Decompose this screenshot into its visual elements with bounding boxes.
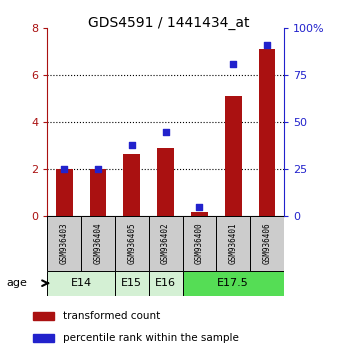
Bar: [115, 271, 149, 296]
Bar: [250, 216, 284, 271]
Text: E15: E15: [121, 278, 142, 288]
Bar: [47, 216, 81, 271]
Bar: [183, 216, 216, 271]
Text: GSM936401: GSM936401: [229, 223, 238, 264]
Text: GSM936400: GSM936400: [195, 223, 204, 264]
Bar: [216, 216, 250, 271]
Bar: [225, 96, 242, 216]
Bar: [149, 216, 183, 271]
Bar: [90, 169, 106, 216]
Bar: [81, 216, 115, 271]
Text: GDS4591 / 1441434_at: GDS4591 / 1441434_at: [88, 16, 250, 30]
Text: E16: E16: [155, 278, 176, 288]
Text: age: age: [7, 278, 28, 288]
Point: [231, 61, 236, 67]
Bar: [56, 169, 73, 216]
Text: GSM936403: GSM936403: [60, 223, 69, 264]
Text: GSM936404: GSM936404: [94, 223, 102, 264]
Point: [129, 142, 135, 148]
Bar: [183, 271, 284, 296]
Bar: [47, 271, 115, 296]
Bar: [33, 312, 54, 320]
Text: GSM936406: GSM936406: [263, 223, 271, 264]
Bar: [157, 148, 174, 216]
Bar: [123, 154, 140, 216]
Point: [264, 42, 270, 48]
Text: E17.5: E17.5: [217, 278, 249, 288]
Bar: [33, 334, 54, 342]
Bar: [115, 216, 149, 271]
Point: [95, 166, 101, 172]
Bar: [149, 271, 183, 296]
Bar: [259, 50, 275, 216]
Point: [62, 166, 67, 172]
Text: percentile rank within the sample: percentile rank within the sample: [63, 333, 239, 343]
Bar: [191, 212, 208, 216]
Text: E14: E14: [71, 278, 92, 288]
Point: [163, 129, 168, 134]
Text: GSM936405: GSM936405: [127, 223, 136, 264]
Text: transformed count: transformed count: [63, 311, 160, 321]
Text: GSM936402: GSM936402: [161, 223, 170, 264]
Point: [197, 204, 202, 210]
